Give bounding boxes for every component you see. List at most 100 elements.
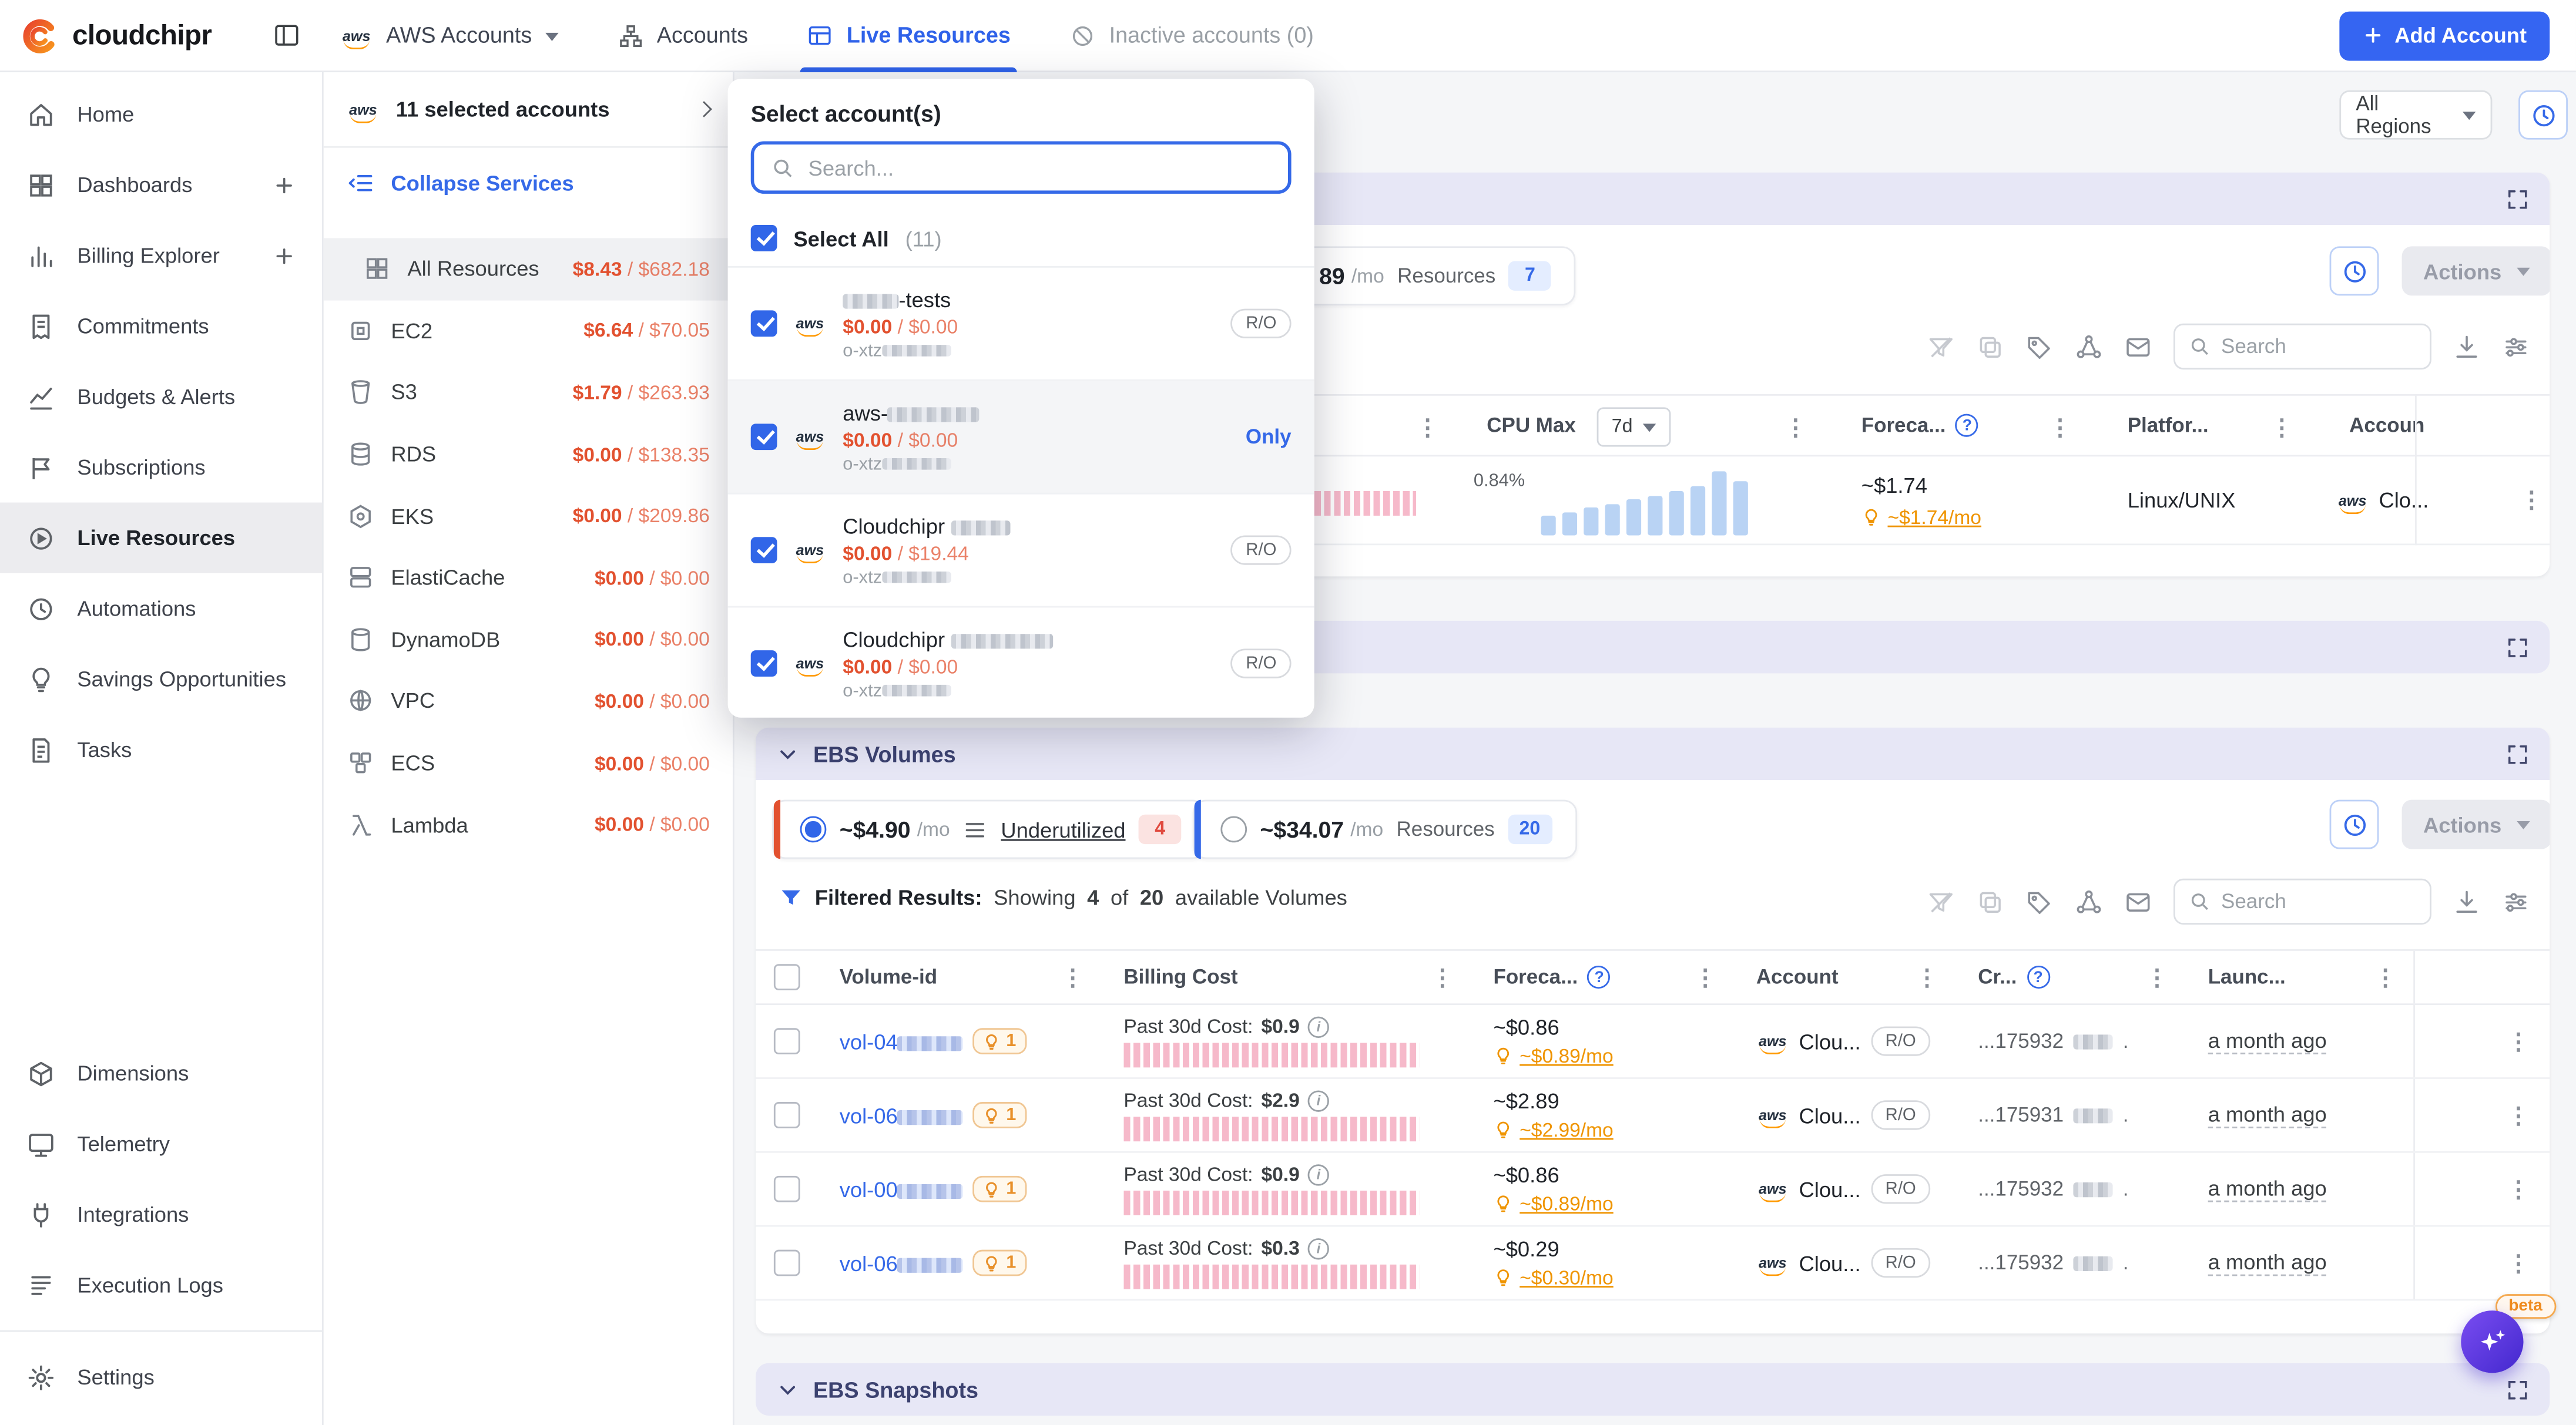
savings-opportunity[interactable]: ~$2.99/mo (1493, 1118, 1614, 1141)
clear-filters-icon[interactable] (1927, 888, 1956, 916)
tab-live-resources[interactable]: Live Resources (800, 0, 1017, 72)
column-menu-icon[interactable] (2270, 414, 2293, 442)
history-button[interactable] (2518, 90, 2568, 140)
select-all-row[interactable]: Select All (11) (727, 210, 1314, 268)
column-menu-icon[interactable] (2374, 963, 2397, 992)
underutilized-label[interactable]: Underutilized (1001, 816, 1126, 842)
copy-icon[interactable] (1976, 332, 2004, 361)
column-menu-icon[interactable] (1916, 963, 1938, 992)
account-option[interactable]: aws- $0.00 / $0.00 o-xtz Only (727, 381, 1314, 495)
tag-icon[interactable] (2025, 332, 2054, 361)
column-menu-icon[interactable] (1061, 963, 1084, 992)
radio-selected[interactable] (800, 816, 827, 843)
tab-aws-accounts[interactable]: AWS Accounts (340, 0, 559, 72)
savings-count-pill[interactable]: 1 (973, 1028, 1027, 1054)
column-menu-icon[interactable] (1416, 414, 1439, 442)
account-checkbox[interactable] (750, 650, 777, 677)
service-ec2[interactable]: EC2 $6.64 / $70.05 (324, 300, 733, 362)
download-icon[interactable] (2453, 888, 2481, 916)
savings-count-pill[interactable]: 1 (973, 1249, 1027, 1276)
all-resources-filter-chip[interactable]: ~$34.07 /mo Resources 20 (1192, 799, 1577, 859)
service-rds[interactable]: RDS $0.00 / $138.35 (324, 424, 733, 485)
select-all-checkbox[interactable] (773, 964, 800, 990)
info-icon[interactable] (1307, 1163, 1330, 1185)
expand-icon[interactable] (2505, 741, 2530, 766)
ec2-actions-button[interactable]: Actions (2401, 246, 2550, 296)
collapse-services-button[interactable]: Collapse Services (324, 148, 733, 217)
ebs-snapshots-section[interactable]: EBS Snapshots (756, 1363, 2550, 1416)
search-input[interactable] (2221, 890, 2417, 913)
account-option[interactable]: Cloudchipr $0.00 / $19.44 o-xtz R/O (727, 495, 1314, 608)
ebs-schedule-button[interactable] (2329, 799, 2379, 849)
search-input[interactable] (2221, 335, 2417, 358)
table-settings-icon[interactable] (2502, 332, 2530, 361)
volume-id-link[interactable]: vol-06 (840, 1251, 964, 1275)
volume-id-link[interactable]: vol-00 (840, 1177, 964, 1201)
row-checkbox[interactable] (773, 1028, 800, 1054)
sidebar-item-integrations[interactable]: Integrations (0, 1179, 322, 1249)
sidebar-item-settings[interactable]: Settings (0, 1342, 322, 1412)
add-dashboard-button[interactable] (273, 173, 296, 196)
ec2-schedule-button[interactable] (2329, 246, 2379, 296)
sidebar-item-commitments[interactable]: Commitments (0, 291, 322, 361)
account-checkbox[interactable] (750, 424, 777, 451)
collapse-sidebar-icon[interactable] (273, 21, 301, 49)
service-eks[interactable]: EKS $0.00 / $209.86 (324, 485, 733, 547)
email-icon[interactable] (2124, 888, 2152, 916)
account-checkbox[interactable] (750, 310, 777, 337)
radio-unselected[interactable] (1220, 816, 1247, 843)
service-all-resources[interactable]: All Resources $8.43 / $682.18 (323, 238, 733, 300)
service-lambda[interactable]: Lambda $0.00 / $0.00 (324, 794, 733, 855)
expand-icon[interactable] (2505, 635, 2530, 660)
help-icon[interactable] (1588, 965, 1611, 989)
savings-opportunity[interactable]: ~$0.89/mo (1493, 1044, 1614, 1067)
ebs-section-header[interactable]: EBS Volumes (756, 727, 2550, 781)
selected-accounts-header[interactable]: 11 selected accounts (323, 72, 733, 148)
column-menu-icon[interactable] (2145, 963, 2168, 992)
service-dynamodb[interactable]: DynamoDB $0.00 / $0.00 (324, 609, 733, 670)
sidebar-item-dashboards[interactable]: Dashboards (0, 149, 322, 220)
sidebar-item-budgets-alerts[interactable]: Budgets & Alerts (0, 361, 322, 432)
clear-filters-icon[interactable] (1927, 332, 1956, 361)
sidebar-item-savings-opportunities[interactable]: Savings Opportunities (0, 644, 322, 714)
account-checkbox[interactable] (750, 537, 777, 563)
info-icon[interactable] (1307, 1090, 1330, 1111)
regions-select[interactable]: All Regions (2339, 90, 2493, 140)
row-checkbox[interactable] (773, 1175, 800, 1202)
sidebar-item-subscriptions[interactable]: Subscriptions (0, 432, 322, 502)
sidebar-item-home[interactable]: Home (0, 79, 322, 149)
column-menu-icon[interactable] (1694, 963, 1717, 992)
help-icon[interactable] (1956, 414, 1979, 437)
row-menu-icon[interactable] (2507, 1101, 2530, 1130)
expand-icon[interactable] (2505, 186, 2530, 211)
column-menu-icon[interactable] (2048, 414, 2071, 442)
service-elasticache[interactable]: ElastiCache $0.00 / $0.00 (324, 547, 733, 609)
service-ecs[interactable]: ECS $0.00 / $0.00 (324, 732, 733, 794)
help-icon[interactable] (2027, 965, 2050, 989)
account-option[interactable]: Cloudchipr $0.00 / $0.00 o-xtz R/O (728, 607, 1314, 717)
row-menu-icon[interactable] (2507, 1175, 2530, 1203)
tab-accounts[interactable]: Accounts (618, 0, 748, 72)
copy-icon[interactable] (1976, 888, 2004, 916)
row-menu-icon[interactable] (2507, 1249, 2530, 1277)
cpu-period-select[interactable]: 7d (1596, 407, 1671, 447)
sidebar-item-dimensions[interactable]: Dimensions (0, 1038, 322, 1108)
group-icon[interactable] (2075, 888, 2103, 916)
service-vpc[interactable]: VPC $0.00 / $0.00 (324, 670, 733, 732)
savings-count-pill[interactable]: 1 (973, 1102, 1027, 1128)
underutilized-filter-chip[interactable]: ~$4.90 /mo Underutilized 4 (772, 799, 1206, 859)
chevron-down-icon[interactable] (776, 741, 800, 766)
account-option[interactable]: -tests $0.00 / $0.00 o-xtz R/O (727, 268, 1314, 381)
info-icon[interactable] (1307, 1016, 1330, 1037)
group-icon[interactable] (2075, 332, 2103, 361)
volume-id-link[interactable]: vol-06 (840, 1103, 964, 1127)
download-icon[interactable] (2453, 332, 2481, 361)
sidebar-item-tasks[interactable]: Tasks (0, 714, 322, 785)
email-icon[interactable] (2124, 332, 2152, 361)
service-s3[interactable]: S3 $1.79 / $263.93 (324, 362, 733, 424)
sidebar-item-automations[interactable]: Automations (0, 573, 322, 644)
search-input[interactable] (808, 155, 1272, 180)
add-billing-view-button[interactable] (273, 244, 296, 267)
only-button[interactable]: Only (1245, 425, 1292, 449)
savings-opportunity[interactable]: ~$0.89/mo (1493, 1192, 1614, 1215)
